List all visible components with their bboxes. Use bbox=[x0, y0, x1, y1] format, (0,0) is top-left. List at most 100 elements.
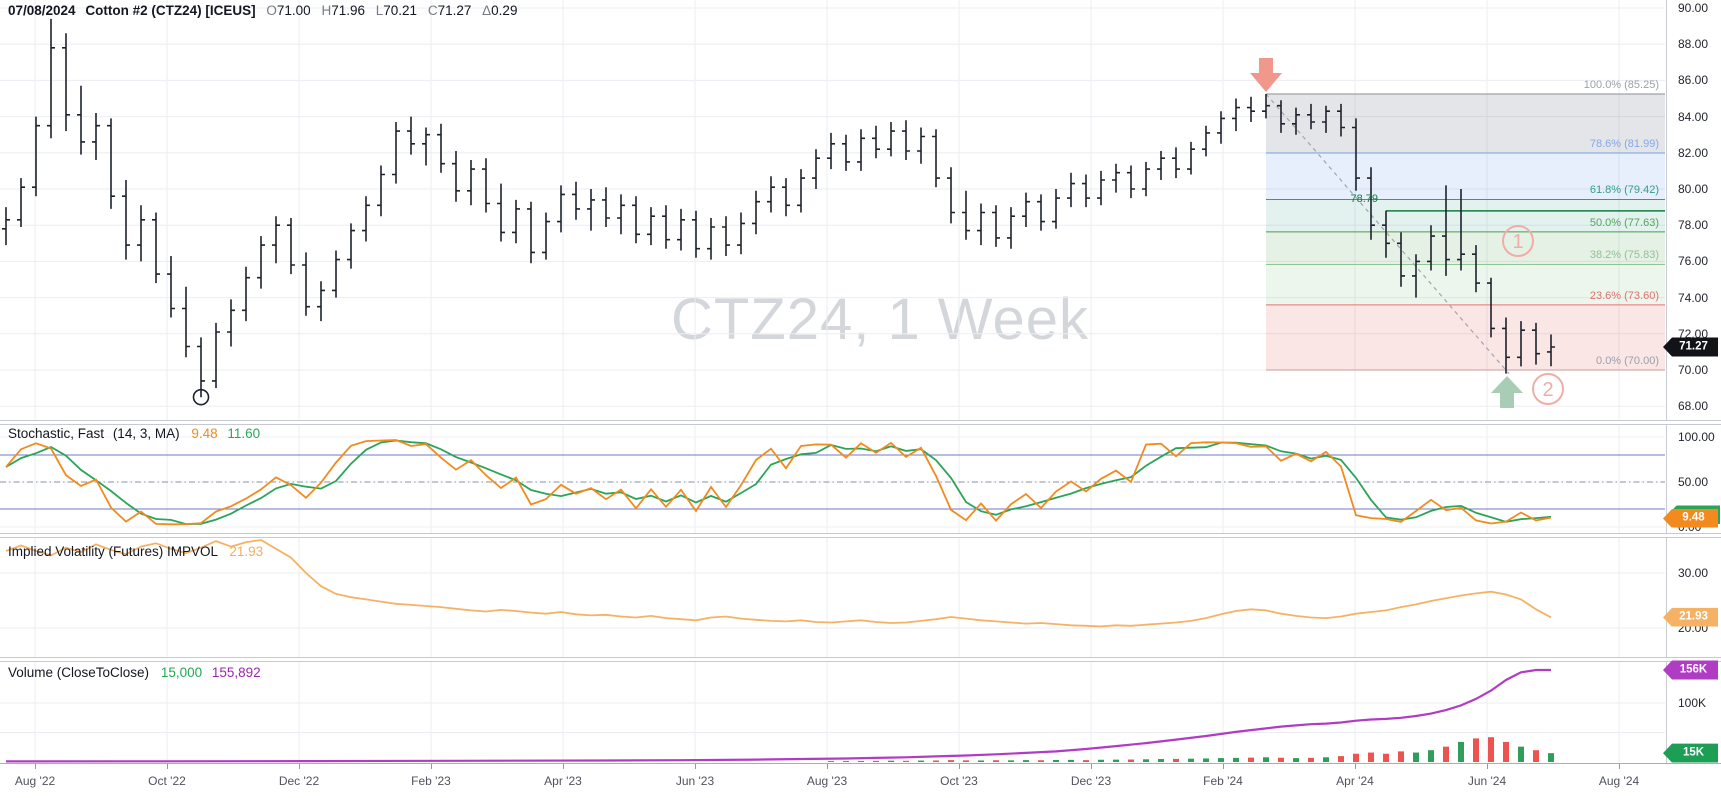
time-axis-label: Oct '23 bbox=[940, 774, 978, 788]
low-label: L bbox=[375, 3, 384, 18]
panel-divider[interactable] bbox=[0, 533, 1721, 538]
time-axis-tick bbox=[167, 764, 168, 769]
impvol-axis-label: 30.00 bbox=[1678, 566, 1709, 580]
price-axis-label: 70.00 bbox=[1678, 363, 1709, 377]
price-axis-label: 86.00 bbox=[1678, 73, 1709, 88]
time-axis-label: Aug '23 bbox=[806, 774, 848, 788]
open-value: 71.00 bbox=[276, 3, 311, 18]
time-axis-tick bbox=[959, 764, 960, 769]
marker-1-number: 1 bbox=[1512, 231, 1523, 253]
price-axis-label: 80.00 bbox=[1678, 182, 1709, 196]
price-axis-label: 78.00 bbox=[1678, 218, 1709, 233]
price-ray-label: 78.79 bbox=[1350, 192, 1378, 205]
time-axis-label: Aug '22 bbox=[14, 774, 56, 788]
impvol-line bbox=[5, 539, 1552, 628]
time-axis-label: Aug '24 bbox=[1598, 774, 1640, 788]
time-axis-label: Apr '24 bbox=[1336, 774, 1374, 788]
stochastic-axis-label: 100.00 bbox=[1678, 430, 1715, 444]
time-axis-tick bbox=[1487, 764, 1488, 769]
fib-level-label: 78.6% (81.99) bbox=[1589, 137, 1659, 150]
change-value: 0.29 bbox=[491, 3, 518, 18]
time-axis-tick bbox=[695, 764, 696, 769]
ohlc-bars bbox=[2, 18, 1555, 406]
stochastic-k-badge: 9.48 bbox=[1663, 508, 1718, 528]
time-axis-tick bbox=[431, 764, 432, 769]
impvol-badge: 21.93 bbox=[1663, 607, 1718, 627]
price-axis-label: 88.00 bbox=[1678, 37, 1709, 52]
impvol-title: Implied Volatility (Futures) IMPVOL bbox=[8, 544, 218, 559]
time-axis-tick bbox=[827, 764, 828, 769]
close-value: 71.27 bbox=[437, 3, 472, 18]
annotations[interactable]: 12 bbox=[1250, 58, 1564, 408]
impvol-value: 21.93 bbox=[229, 544, 264, 559]
legend-date: 07/08/2024 bbox=[8, 3, 76, 18]
fibonacci-retracement[interactable] bbox=[1265, 93, 1665, 375]
legend-symbol: Cotton #2 (CTZ24) [ICEUS] bbox=[85, 3, 256, 18]
price-axis-label: 90.00 bbox=[1678, 1, 1709, 15]
price-axis-label: 68.00 bbox=[1678, 399, 1709, 414]
price-axis-label: 84.00 bbox=[1678, 109, 1709, 124]
price-axis-label: 74.00 bbox=[1678, 290, 1709, 305]
high-value: 71.96 bbox=[331, 3, 365, 18]
stochastic-title: Stochastic, Fast bbox=[8, 426, 105, 441]
fib-level-label: 0.0% (70.00) bbox=[1596, 355, 1659, 367]
time-axis-label: Dec '23 bbox=[1070, 774, 1112, 788]
marker-2-number: 2 bbox=[1542, 379, 1553, 401]
volume-bar-value: 15,000 bbox=[160, 665, 203, 680]
gridlines bbox=[0, 0, 1665, 763]
time-axis-tick bbox=[1619, 764, 1620, 769]
time-axis-label: Jun '24 bbox=[1467, 774, 1507, 788]
time-axis-label: Dec '22 bbox=[278, 774, 320, 788]
stochastic-pane bbox=[0, 439, 1665, 526]
time-axis-tick bbox=[1355, 764, 1356, 769]
fib-level-label: 100.0% (85.25) bbox=[1583, 78, 1659, 91]
price-axis-label: 72.00 bbox=[1678, 326, 1709, 341]
stochastic-k-value: 9.48 bbox=[191, 426, 218, 441]
time-axis[interactable] bbox=[0, 763, 1721, 798]
low-value: 70.21 bbox=[383, 3, 418, 18]
fib-level-label: 61.8% (79.42) bbox=[1589, 184, 1659, 197]
stochastic-ma-line bbox=[5, 439, 1552, 526]
time-axis-tick bbox=[1223, 764, 1224, 769]
change-label: Δ bbox=[482, 3, 492, 18]
fib-trendline bbox=[1265, 93, 1510, 375]
time-axis-tick bbox=[563, 764, 564, 769]
stochastic-k-line bbox=[5, 439, 1552, 526]
circled-marker-1 bbox=[1502, 225, 1534, 257]
impvol-pane bbox=[5, 539, 1552, 628]
volume-pane bbox=[5, 668, 1554, 763]
last-price-badge: 71.27 bbox=[1663, 337, 1718, 357]
fib-level-label: 23.6% (73.60) bbox=[1589, 289, 1659, 302]
down-arrow-icon bbox=[1250, 58, 1282, 92]
fib-level-label: 38.2% (75.83) bbox=[1589, 249, 1659, 262]
stochastic-params: (14, 3, MA) bbox=[112, 426, 180, 441]
panel-divider[interactable] bbox=[0, 420, 1721, 425]
volume-cumulative-line bbox=[5, 668, 1551, 763]
volume-line-value: 155,892 bbox=[211, 665, 261, 680]
circled-marker-2 bbox=[1532, 373, 1564, 405]
stochastic-d-value: 11.60 bbox=[227, 426, 261, 441]
time-axis-label: Feb '24 bbox=[1203, 774, 1243, 788]
swing-low-marker bbox=[192, 388, 210, 406]
time-axis-label: Feb '23 bbox=[411, 774, 451, 788]
price-axis-label: 76.00 bbox=[1678, 254, 1709, 269]
instrument-legend: 07/08/2024 Cotton #2 (CTZ24) [ICEUS] O71… bbox=[8, 3, 517, 18]
price-axis[interactable] bbox=[1666, 0, 1721, 763]
stochastic-legend: Stochastic, Fast (14, 3, MA) 9.48 11.60 bbox=[8, 426, 260, 441]
close-label: C bbox=[427, 3, 438, 18]
price-axis-label: 82.00 bbox=[1678, 145, 1709, 160]
high-label: H bbox=[321, 3, 332, 18]
volume-legend: Volume (CloseToClose) 15,000 155,892 bbox=[8, 665, 261, 680]
time-axis-label: Jun '23 bbox=[675, 774, 715, 788]
stochastic-axis-label: 50.00 bbox=[1678, 475, 1709, 489]
volume-line-badge: 156K bbox=[1663, 660, 1718, 680]
open-label: O bbox=[266, 3, 277, 18]
panel-divider[interactable] bbox=[0, 657, 1721, 662]
volume-axis-label: 100K bbox=[1678, 696, 1707, 710]
up-arrow-icon bbox=[1491, 376, 1523, 408]
time-axis-label: Oct '22 bbox=[148, 774, 186, 788]
volume-bar-badge: 15K bbox=[1663, 743, 1718, 763]
time-axis-label: Apr '23 bbox=[544, 774, 582, 788]
